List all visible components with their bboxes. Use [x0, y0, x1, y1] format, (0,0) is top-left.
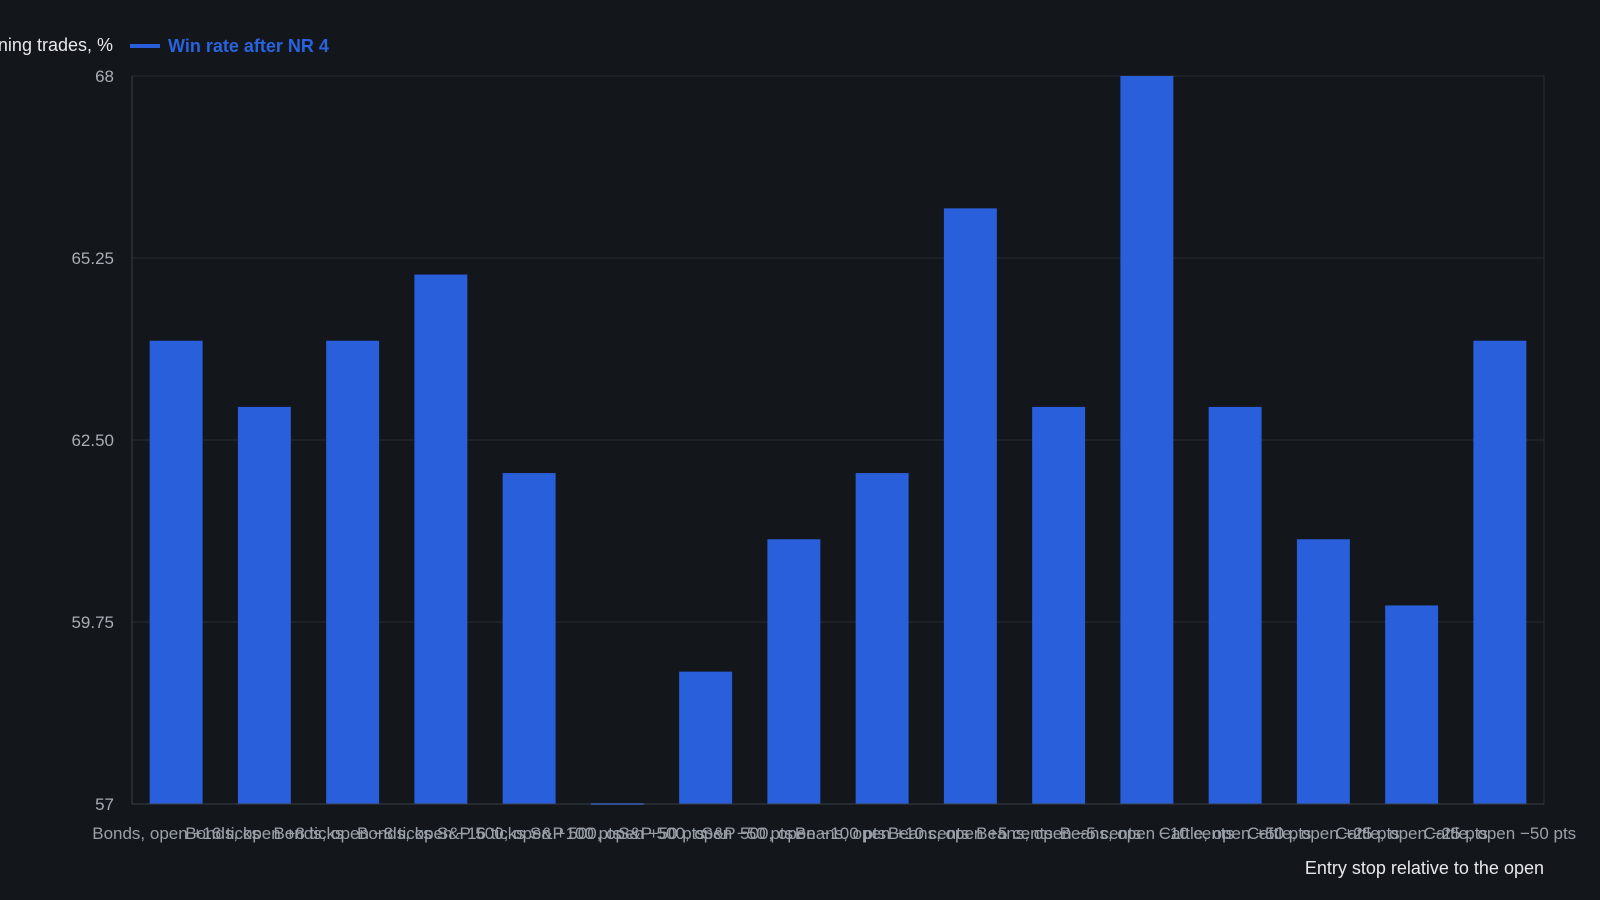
- legend[interactable]: Win rate after NR 4: [130, 36, 329, 56]
- bar[interactable]: [1032, 406, 1086, 804]
- bar[interactable]: [943, 208, 997, 804]
- y-tick-label: 68: [95, 67, 114, 86]
- y-axis-label: Winning trades, %: [0, 35, 113, 55]
- bar[interactable]: [1120, 76, 1174, 804]
- bar[interactable]: [502, 473, 556, 804]
- x-tick-label: Bonds, open +16 ticks: [92, 824, 260, 843]
- x-tick-label: Bonds, open +8 ticks: [185, 824, 343, 843]
- bar[interactable]: [1208, 406, 1262, 804]
- bar[interactable]: [326, 340, 380, 804]
- bar[interactable]: [767, 539, 821, 804]
- x-tick-label: Cattle, open −50 pts: [1424, 824, 1577, 843]
- y-tick-labels: 57 59.75 62.50 65.25 68: [71, 67, 114, 814]
- bars: [149, 76, 1527, 805]
- bar[interactable]: [1296, 539, 1350, 804]
- bar[interactable]: [1473, 340, 1527, 804]
- x-tick-label: Cattle, open +25 pts: [1247, 824, 1400, 843]
- x-tick-label: S&P 500, open +50 pts: [530, 824, 705, 843]
- x-tick-label: S&P 500, open −100 pts: [702, 824, 886, 843]
- x-tick-label: S&P 500, open +100 pts: [437, 824, 621, 843]
- x-tick-label: Bonds, open −8 ticks: [273, 824, 431, 843]
- bar[interactable]: [1385, 605, 1439, 804]
- y-tick-label: 57: [95, 795, 114, 814]
- bar[interactable]: [237, 406, 291, 804]
- x-tick-label: Bonds, open −16 ticks: [357, 824, 525, 843]
- x-tick-label: Beans, open +5 cents: [888, 824, 1053, 843]
- axes: [131, 76, 1545, 805]
- x-tick-label: Cattle, open −25 pts: [1335, 824, 1488, 843]
- bar[interactable]: [149, 340, 203, 804]
- bar[interactable]: [679, 671, 733, 804]
- x-axis-label: Entry stop relative to the open: [1305, 858, 1544, 878]
- x-tick-label: S&P 500, open −50 pts: [618, 824, 793, 843]
- y-tick-label: 62.50: [71, 431, 114, 450]
- y-tick-label: 59.75: [71, 613, 114, 632]
- y-tick-label: 65.25: [71, 249, 114, 268]
- x-tick-label: Beans, open −5 cents: [976, 824, 1141, 843]
- bar[interactable]: [414, 274, 468, 805]
- x-tick-label: Beans, open −10 cents: [1060, 824, 1234, 843]
- bar[interactable]: [855, 473, 909, 804]
- x-tick-label: Cattle, open +50 pts: [1159, 824, 1312, 843]
- x-tick-label: Beans, open +10 cents: [795, 824, 969, 843]
- legend-entry-label: Win rate after NR 4: [168, 36, 329, 56]
